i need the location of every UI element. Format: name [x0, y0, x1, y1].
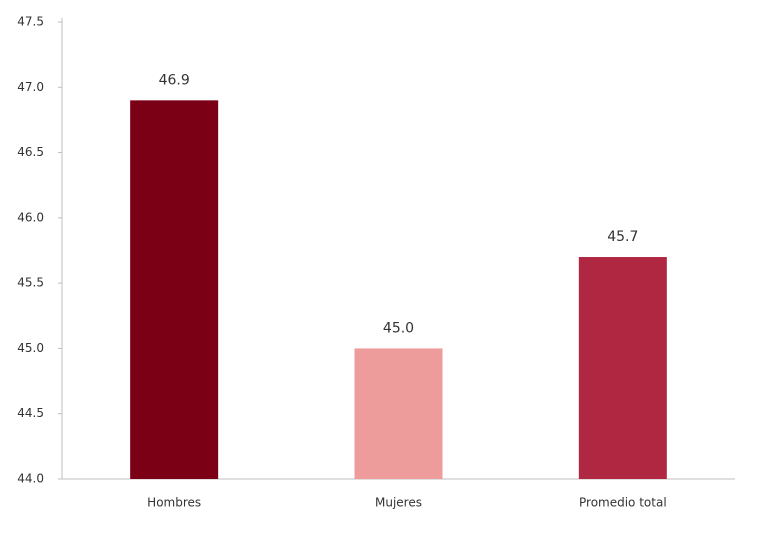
bar: [578, 257, 667, 479]
x-tick-label: Mujeres: [375, 496, 422, 510]
y-tick-label: 47.5: [17, 15, 44, 29]
value-label: 45.7: [607, 229, 638, 245]
x-tick-label: Promedio total: [579, 496, 667, 510]
y-tick-label: 45.0: [17, 341, 44, 355]
x-tick-label: Hombres: [147, 496, 201, 510]
y-tick-label: 46.0: [17, 210, 44, 224]
value-label: 45.0: [383, 320, 414, 336]
y-tick-label: 45.5: [17, 276, 44, 290]
y-tick-label: 44.5: [17, 406, 44, 420]
value-label: 46.9: [159, 72, 190, 88]
bar: [354, 348, 443, 479]
y-tick-label: 47.0: [17, 80, 44, 94]
y-tick-label: 46.5: [17, 145, 44, 159]
y-tick-label: 44.0: [17, 472, 44, 486]
bar: [130, 100, 219, 479]
